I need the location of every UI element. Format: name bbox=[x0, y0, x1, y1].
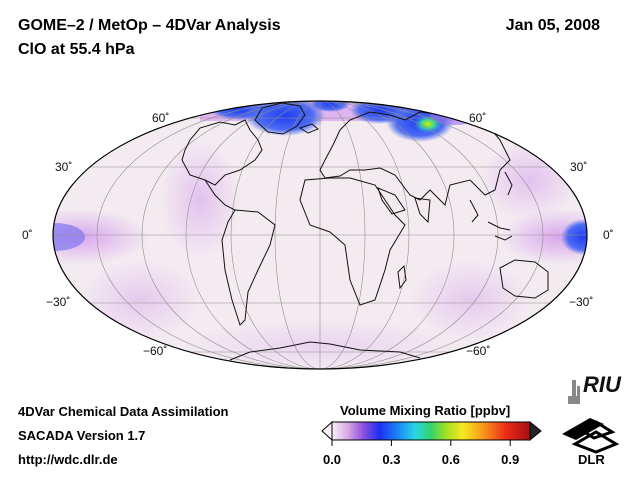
dlr-logo bbox=[562, 418, 620, 454]
colorbar-title: Volume Mixing Ratio [ppbv] bbox=[340, 403, 511, 418]
colorbar-max-arrow bbox=[529, 420, 542, 442]
colorbar-tick-label: 0.6 bbox=[441, 452, 460, 467]
lat-label-eq-right: 0˚ bbox=[603, 228, 614, 242]
lat-label-60n-right: 60˚ bbox=[469, 111, 487, 125]
lat-label-60s-left: −60˚ bbox=[143, 344, 168, 358]
lat-label-30n-right: 30˚ bbox=[570, 160, 588, 174]
colorbar-tick-label: 0.0 bbox=[322, 452, 342, 467]
lat-label-30s-right: −30˚ bbox=[569, 295, 594, 309]
riu-logo-text: RIU bbox=[583, 372, 621, 397]
title-line-1: GOME–2 / MetOp – 4DVar Analysis bbox=[18, 17, 281, 34]
lat-label-60s-right: −60˚ bbox=[466, 344, 491, 358]
dlr-logo-text: DLR bbox=[578, 452, 605, 467]
lat-label-30n-left: 30˚ bbox=[55, 160, 73, 174]
coastlines bbox=[181, 102, 566, 361]
footer-url: http://wdc.dlr.de bbox=[18, 452, 118, 467]
colorbar-tick-label: 0.9 bbox=[501, 452, 520, 467]
globe-outline bbox=[52, 100, 588, 370]
lat-label-30s-left: −30˚ bbox=[46, 295, 71, 309]
riu-logo bbox=[568, 380, 580, 404]
lat-label-60n-left: 60˚ bbox=[152, 111, 170, 125]
date-label: Jan 05, 2008 bbox=[505, 17, 600, 34]
title-line-2: ClO at 55.4 hPa bbox=[18, 41, 135, 58]
colorbar-min-arrow bbox=[321, 420, 333, 442]
lat-label-eq-left: 0˚ bbox=[22, 228, 33, 242]
colorbar-ticks bbox=[331, 440, 511, 446]
clo-field bbox=[53, 101, 587, 369]
colorbar-tick-label: 0.3 bbox=[382, 452, 401, 467]
graticule bbox=[53, 101, 587, 369]
footer-line-1: 4DVar Chemical Data Assimilation bbox=[18, 404, 229, 419]
colorbar bbox=[321, 420, 542, 442]
colorbar-gradient bbox=[331, 421, 531, 441]
footer-line-2: SACADA Version 1.7 bbox=[18, 428, 146, 443]
